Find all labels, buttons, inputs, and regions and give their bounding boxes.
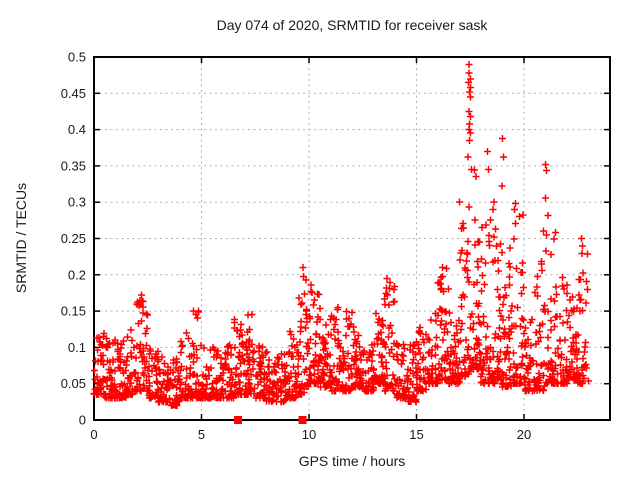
axis-marker-squares [234,416,307,424]
y-axis-label: SRMTID / TECUs [13,182,29,294]
svg-text:10: 10 [302,427,316,442]
svg-text:0.25: 0.25 [61,231,86,246]
svg-text:0.35: 0.35 [61,158,86,173]
x-tick-labels: 0 5 10 15 20 [90,427,531,442]
svg-text:5: 5 [198,427,205,442]
svg-text:0.5: 0.5 [68,50,86,65]
svg-text:20: 20 [517,427,531,442]
svg-text:0.4: 0.4 [68,122,86,137]
svg-text:0.45: 0.45 [61,86,86,101]
y-tick-labels: 0 0.05 0.1 0.15 0.2 0.25 0.3 0.35 0.4 0.45 0.5 [61,50,86,428]
svg-text:0: 0 [79,413,86,428]
x-axis-label: GPS time / hours [298,453,406,469]
svg-text:15: 15 [409,427,423,442]
chart-title: Day 074 of 2020, SRMTID for receiver sas… [216,17,488,33]
svg-text:0.3: 0.3 [68,195,86,210]
svg-text:0.05: 0.05 [61,376,86,391]
plot-border [93,56,611,421]
svg-text:0.1: 0.1 [68,340,86,355]
scatter-points [90,61,592,409]
svg-text:0: 0 [90,427,97,442]
svg-text:0.15: 0.15 [61,304,86,319]
svg-text:0.2: 0.2 [68,267,86,282]
